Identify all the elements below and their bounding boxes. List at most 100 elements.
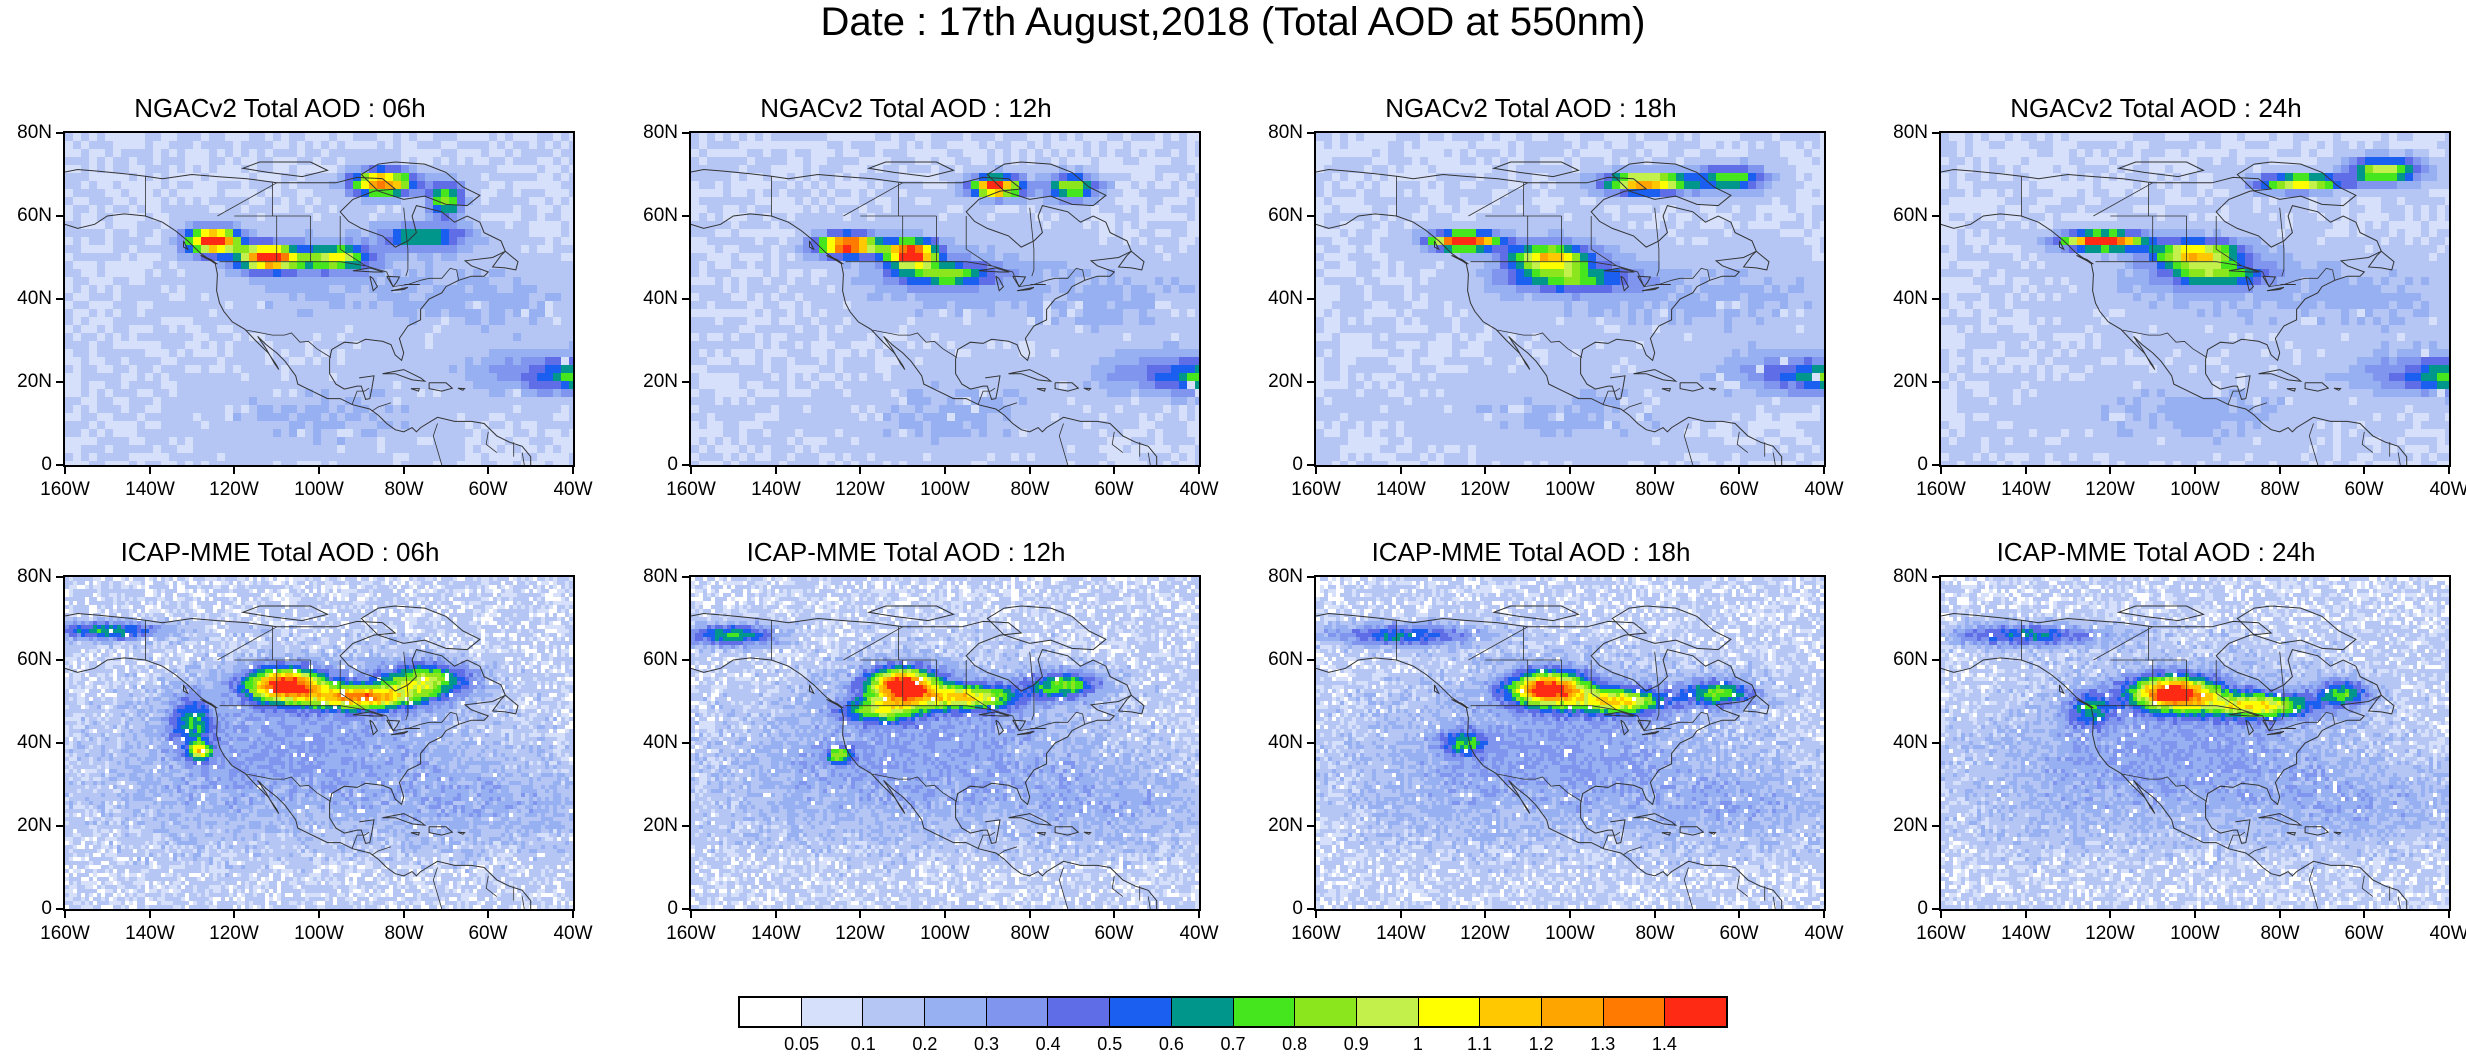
longitude-tick-label: 40W bbox=[1789, 480, 1859, 500]
longitude-tick bbox=[1823, 467, 1825, 474]
latitude-tick bbox=[1932, 908, 1939, 910]
aod-field bbox=[65, 133, 573, 465]
longitude-tick bbox=[1198, 911, 1200, 918]
longitude-tick-label: 80W bbox=[1620, 924, 1690, 944]
latitude-tick bbox=[1307, 825, 1314, 827]
longitude-tick bbox=[1315, 911, 1317, 918]
latitude-tick-label: 80N bbox=[0, 123, 52, 143]
longitude-tick bbox=[1940, 467, 1942, 474]
latitude-tick-label: 0 bbox=[626, 455, 678, 475]
latitude-tick-label: 60N bbox=[1251, 650, 1303, 670]
longitude-tick-label: 80W bbox=[369, 480, 439, 500]
map-panel: NGACv2 Total AOD : 24h 80N 60N 40N 20N 0 160W 1… bbox=[1876, 88, 2466, 518]
longitude-tick-label: 160W bbox=[656, 480, 726, 500]
latitude-tick bbox=[56, 576, 63, 578]
map-frame bbox=[1314, 131, 1826, 467]
coastlines bbox=[1941, 605, 2408, 909]
aod-map bbox=[1941, 577, 2449, 909]
longitude-tick bbox=[1654, 911, 1656, 918]
longitude-tick bbox=[1315, 467, 1317, 474]
latitude-tick bbox=[682, 576, 689, 578]
longitude-tick-label: 140W bbox=[741, 480, 811, 500]
figure-title: Date : 17th August,2018 (Total AOD at 55… bbox=[0, 0, 2466, 48]
color-bar-label: 1.2 bbox=[1511, 1034, 1571, 1054]
latitude-tick-label: 0 bbox=[1251, 455, 1303, 475]
longitude-tick bbox=[572, 467, 574, 474]
latitude-tick-label: 60N bbox=[0, 650, 52, 670]
longitude-tick-label: 40W bbox=[1164, 480, 1234, 500]
longitude-tick bbox=[690, 911, 692, 918]
latitude-tick-label: 0 bbox=[0, 455, 52, 475]
longitude-tick bbox=[1400, 911, 1402, 918]
coastlines bbox=[65, 605, 532, 909]
longitude-tick-label: 120W bbox=[199, 924, 269, 944]
longitude-tick-label: 80W bbox=[995, 924, 1065, 944]
latitude-tick-label: 80N bbox=[626, 123, 678, 143]
longitude-tick bbox=[1569, 467, 1571, 474]
color-bar-label: 1.3 bbox=[1573, 1034, 1633, 1054]
latitude-tick bbox=[682, 298, 689, 300]
latitude-tick-label: 40N bbox=[0, 289, 52, 309]
latitude-tick-label: 80N bbox=[626, 567, 678, 587]
longitude-tick-label: 80W bbox=[1620, 480, 1690, 500]
aod-field bbox=[1316, 577, 1824, 909]
color-bar-segment bbox=[1233, 998, 1296, 1026]
latitude-tick bbox=[56, 742, 63, 744]
latitude-tick bbox=[56, 132, 63, 134]
panel-title: ICAP-MME Total AOD : 06h bbox=[0, 532, 560, 572]
color-bar-label: 0.9 bbox=[1326, 1034, 1386, 1054]
latitude-tick-label: 80N bbox=[1876, 123, 1928, 143]
latitude-tick-label: 40N bbox=[1251, 733, 1303, 753]
longitude-tick bbox=[1940, 911, 1942, 918]
longitude-tick bbox=[2109, 467, 2111, 474]
longitude-tick bbox=[1484, 911, 1486, 918]
longitude-tick-label: 40W bbox=[1164, 924, 1234, 944]
latitude-tick-label: 60N bbox=[626, 650, 678, 670]
longitude-tick-label: 80W bbox=[369, 924, 439, 944]
longitude-tick-label: 120W bbox=[199, 480, 269, 500]
color-bar-label: 1 bbox=[1388, 1034, 1448, 1054]
longitude-tick-label: 100W bbox=[910, 480, 980, 500]
map-frame bbox=[1939, 131, 2451, 467]
latitude-tick-label: 80N bbox=[0, 567, 52, 587]
color-bar-label: 0.5 bbox=[1080, 1034, 1140, 1054]
panel-title: NGACv2 Total AOD : 06h bbox=[0, 88, 560, 128]
latitude-tick bbox=[682, 132, 689, 134]
longitude-tick bbox=[233, 911, 235, 918]
longitude-tick bbox=[2448, 467, 2450, 474]
latitude-tick bbox=[1932, 742, 1939, 744]
color-bar-label: 1.1 bbox=[1450, 1034, 1510, 1054]
latitude-tick-label: 20N bbox=[626, 372, 678, 392]
latitude-tick bbox=[56, 908, 63, 910]
latitude-tick bbox=[682, 825, 689, 827]
latitude-tick-label: 20N bbox=[1876, 816, 1928, 836]
latitude-tick bbox=[1932, 576, 1939, 578]
latitude-tick-label: 40N bbox=[0, 733, 52, 753]
longitude-tick-label: 140W bbox=[1366, 924, 1436, 944]
longitude-tick-label: 160W bbox=[1281, 480, 1351, 500]
coastlines bbox=[1941, 161, 2408, 465]
longitude-tick-label: 60W bbox=[2329, 480, 2399, 500]
longitude-tick bbox=[1029, 911, 1031, 918]
longitude-tick bbox=[233, 467, 235, 474]
longitude-tick-label: 40W bbox=[1789, 924, 1859, 944]
longitude-tick bbox=[1738, 467, 1740, 474]
longitude-tick bbox=[2194, 911, 2196, 918]
color-bar-segment bbox=[986, 998, 1049, 1026]
longitude-tick bbox=[2025, 467, 2027, 474]
longitude-tick-label: 60W bbox=[1079, 480, 1149, 500]
latitude-tick-label: 60N bbox=[1251, 206, 1303, 226]
longitude-tick bbox=[2279, 911, 2281, 918]
color-bar-segment bbox=[1418, 998, 1481, 1026]
longitude-tick-label: 100W bbox=[1535, 924, 1605, 944]
coastlines bbox=[691, 605, 1158, 909]
latitude-tick bbox=[1307, 742, 1314, 744]
aod-map bbox=[1941, 133, 2449, 465]
longitude-tick bbox=[64, 467, 66, 474]
latitude-tick-label: 20N bbox=[1251, 816, 1303, 836]
latitude-tick-label: 40N bbox=[1251, 289, 1303, 309]
longitude-tick-label: 160W bbox=[656, 924, 726, 944]
longitude-tick bbox=[1113, 911, 1115, 918]
longitude-tick bbox=[2109, 911, 2111, 918]
longitude-tick-label: 140W bbox=[1991, 924, 2061, 944]
